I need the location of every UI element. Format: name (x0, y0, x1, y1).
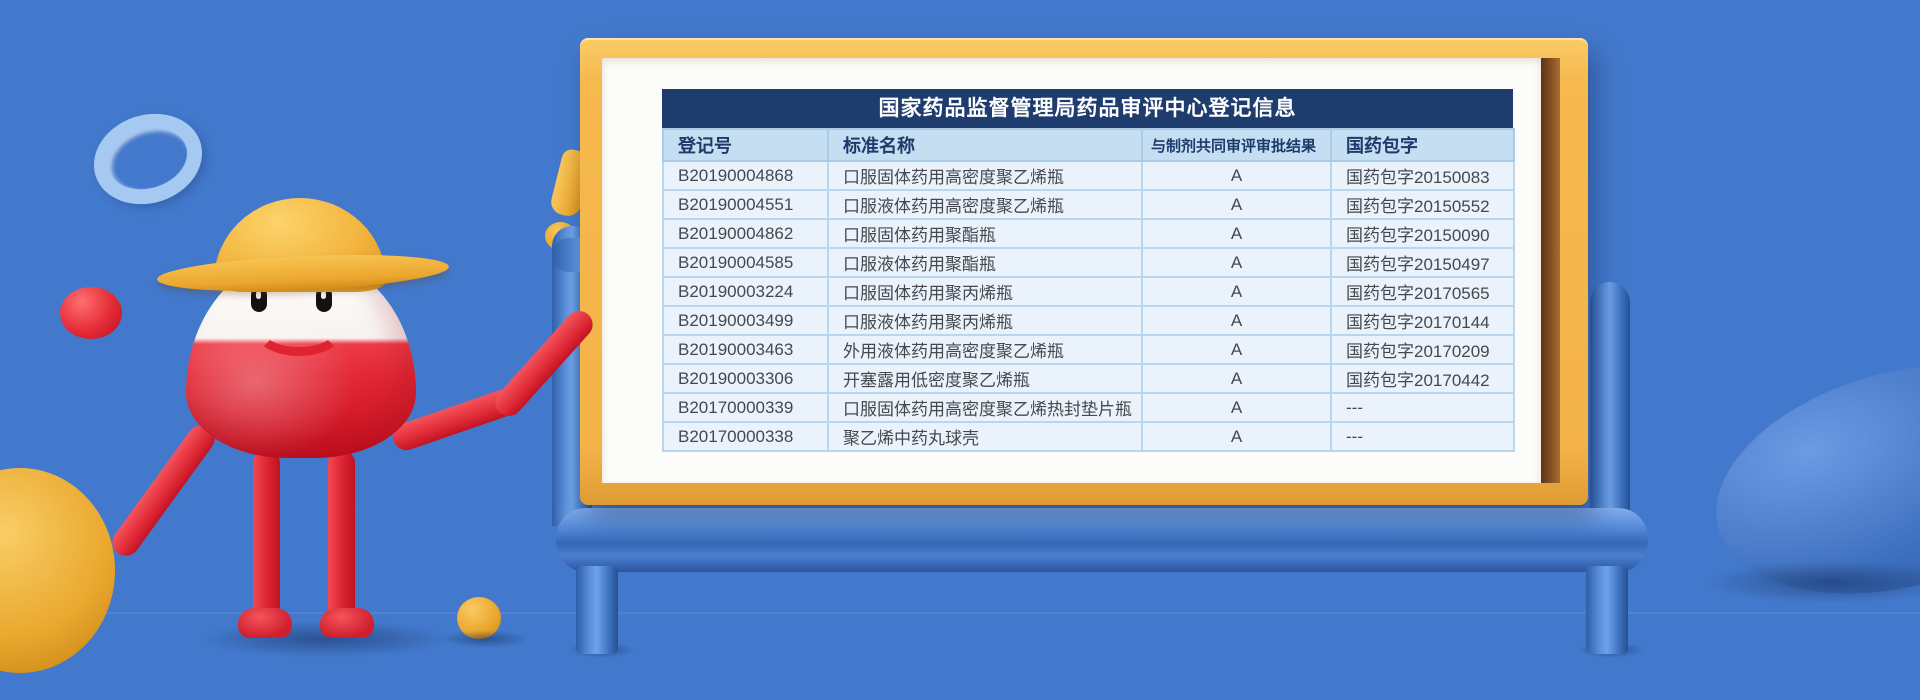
table-row: B20190003224 口服固体药用聚丙烯瓶 A 国药包字20170565 (662, 276, 1515, 307)
col-header-reg-no: 登记号 (662, 128, 829, 162)
cell-reg-no: B20170000338 (662, 421, 829, 452)
table-header-row: 登记号 标准名称 与制剂共同审评审批结果 国药包字 (662, 128, 1515, 162)
cell-standard-name: 口服固体药用聚酯瓶 (827, 218, 1143, 249)
table-row: B20190004868 口服固体药用高密度聚乙烯瓶 A 国药包字2015008… (662, 160, 1515, 191)
col-header-review-result: 与制剂共同审评审批结果 (1141, 128, 1332, 162)
cell-review-result: A (1141, 247, 1332, 278)
cell-review-result: A (1141, 305, 1332, 336)
ball-shadow (440, 630, 530, 648)
cell-pkg-no: 国药包字20150552 (1330, 189, 1515, 220)
registration-table: 国家药品监督管理局药品审评中心登记信息 登记号 标准名称 与制剂共同审评审批结果… (662, 89, 1515, 452)
cell-review-result: A (1141, 218, 1332, 249)
col-header-pkg-no: 国药包字 (1330, 128, 1515, 162)
cell-reg-no: B20190003463 (662, 334, 829, 365)
red-sphere-icon (60, 287, 122, 339)
table-row: B20170000338 聚乙烯中药丸球壳 A --- (662, 421, 1515, 452)
table-row: B20190004862 口服固体药用聚酯瓶 A 国药包字20150090 (662, 218, 1515, 249)
character-right-eye (316, 287, 332, 312)
character-right-eye-glint (321, 291, 326, 299)
cell-review-result: A (1141, 334, 1332, 365)
cell-standard-name: 口服固体药用高密度聚乙烯瓶 (827, 160, 1143, 191)
cell-review-result: A (1141, 421, 1332, 452)
character-right-leg (328, 450, 355, 622)
cell-standard-name: 聚乙烯中药丸球壳 (827, 421, 1143, 452)
stand-post-lower-right (1586, 566, 1628, 654)
character-left-foot (238, 608, 292, 638)
cell-standard-name: 外用液体药用高密度聚乙烯瓶 (827, 334, 1143, 365)
cell-standard-name: 口服液体药用聚丙烯瓶 (827, 305, 1143, 336)
billboard-frame-edge-shadow (1541, 58, 1560, 483)
cell-reg-no: B20170000339 (662, 392, 829, 423)
capsule-shadow (1700, 560, 1920, 604)
col-header-standard-name: 标准名称 (827, 128, 1143, 162)
cell-reg-no: B20190004585 (662, 247, 829, 278)
character-right-foot (320, 608, 374, 638)
cell-reg-no: B20190004868 (662, 160, 829, 191)
cell-pkg-no: 国药包字20150083 (1330, 160, 1515, 191)
table-row: B20190003463 外用液体药用高密度聚乙烯瓶 A 国药包字2017020… (662, 334, 1515, 365)
cell-standard-name: 口服液体药用聚酯瓶 (827, 247, 1143, 278)
table-row: B20190004585 口服液体药用聚酯瓶 A 国药包字20150497 (662, 247, 1515, 278)
cell-reg-no: B20190004862 (662, 218, 829, 249)
cell-pkg-no: 国药包字20170565 (1330, 276, 1515, 307)
character-smile (254, 304, 344, 356)
cell-pkg-no: 国药包字20150090 (1330, 218, 1515, 249)
cell-reg-no: B20190004551 (662, 189, 829, 220)
stand-post-lower-left (576, 566, 618, 654)
cell-pkg-no: 国药包字20170144 (1330, 305, 1515, 336)
cell-standard-name: 口服固体药用高密度聚乙烯热封垫片瓶 (827, 392, 1143, 423)
table-row: B20190004551 口服液体药用高密度聚乙烯瓶 A 国药包字2015055… (662, 189, 1515, 220)
small-yellow-sphere-icon (457, 597, 501, 639)
cell-pkg-no: 国药包字20170209 (1330, 334, 1515, 365)
cell-pkg-no: --- (1330, 392, 1515, 423)
table-row: B20170000339 口服固体药用高密度聚乙烯热封垫片瓶 A --- (662, 392, 1515, 423)
cell-review-result: A (1141, 160, 1332, 191)
table-row: B20190003499 口服液体药用聚丙烯瓶 A 国药包字20170144 (662, 305, 1515, 336)
stand-post-upper-right (1590, 282, 1630, 528)
character-left-eye-glint (256, 291, 261, 299)
stand-crossbar (556, 508, 1648, 572)
cell-review-result: A (1141, 189, 1332, 220)
character-left-leg (253, 450, 280, 622)
cell-standard-name: 开塞露用低密度聚乙烯瓶 (827, 363, 1143, 394)
cell-standard-name: 口服固体药用聚丙烯瓶 (827, 276, 1143, 307)
cell-pkg-no: 国药包字20150497 (1330, 247, 1515, 278)
cell-reg-no: B20190003224 (662, 276, 829, 307)
cell-pkg-no: 国药包字20170442 (1330, 363, 1515, 394)
cell-review-result: A (1141, 276, 1332, 307)
cell-reg-no: B20190003306 (662, 363, 829, 394)
cell-pkg-no: --- (1330, 421, 1515, 452)
cell-review-result: A (1141, 392, 1332, 423)
cell-reg-no: B20190003499 (662, 305, 829, 336)
character-left-eye (251, 287, 267, 312)
table-row: B20190003306 开塞露用低密度聚乙烯瓶 A 国药包字20170442 (662, 363, 1515, 394)
cell-standard-name: 口服液体药用高密度聚乙烯瓶 (827, 189, 1143, 220)
table-title: 国家药品监督管理局药品审评中心登记信息 (662, 89, 1513, 128)
cell-review-result: A (1141, 363, 1332, 394)
